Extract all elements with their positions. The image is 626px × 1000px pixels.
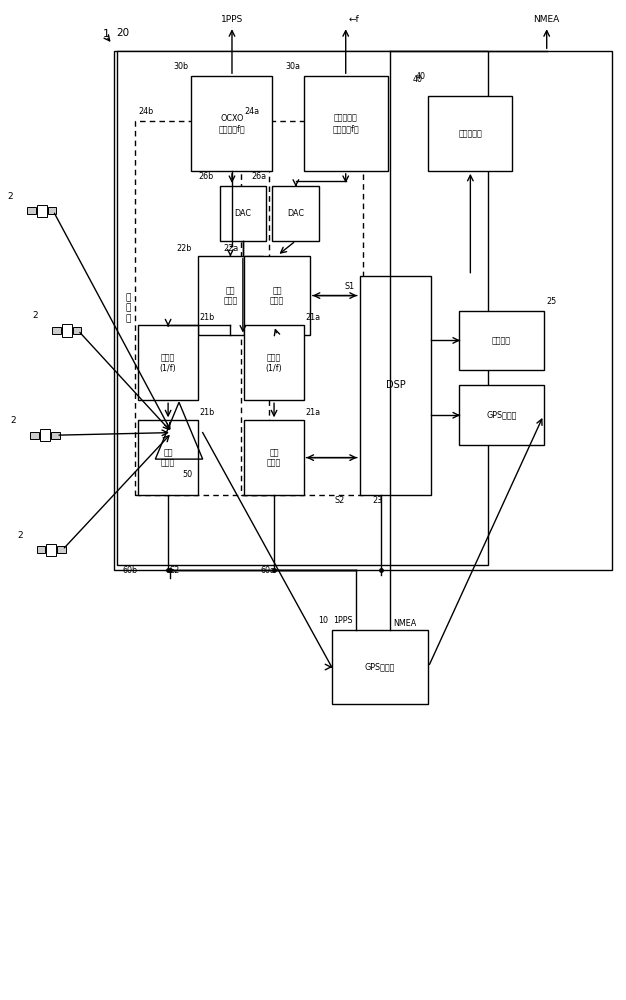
Text: GPS控制部: GPS控制部	[486, 411, 516, 420]
Text: 21b: 21b	[200, 313, 215, 322]
Text: 10: 10	[319, 616, 329, 625]
Bar	[62, 324, 72, 337]
Text: DAC: DAC	[234, 209, 252, 218]
Text: 21a: 21a	[305, 408, 321, 417]
Bar	[220, 186, 266, 241]
Bar	[360, 276, 431, 495]
Bar	[28, 207, 36, 214]
Text: NMEA: NMEA	[533, 15, 560, 24]
Text: 23: 23	[372, 496, 382, 505]
Text: GPS接收器: GPS接收器	[365, 663, 395, 672]
Text: 30b: 30b	[173, 62, 188, 71]
Text: 30a: 30a	[285, 62, 300, 71]
Bar	[73, 327, 81, 334]
Text: 25: 25	[546, 297, 557, 306]
Bar	[138, 420, 198, 495]
Bar	[48, 207, 56, 214]
Text: 2: 2	[33, 312, 38, 320]
Text: 24a: 24a	[244, 107, 260, 116]
Bar	[242, 121, 363, 495]
Text: 相位
比较器: 相位 比较器	[267, 448, 281, 467]
Bar	[272, 186, 319, 241]
Text: 原子振荡器
（频率：f）: 原子振荡器 （频率：f）	[332, 114, 359, 133]
Bar	[58, 546, 66, 553]
Text: 环路
滤波器: 环路 滤波器	[270, 286, 284, 305]
Bar	[116, 51, 488, 565]
Text: OCXO
（频率：f）: OCXO （频率：f）	[218, 114, 245, 133]
Text: 40: 40	[413, 75, 423, 84]
Text: S2: S2	[170, 566, 180, 575]
Bar	[244, 256, 310, 335]
Text: 2: 2	[17, 531, 23, 540]
Bar	[40, 429, 50, 441]
Bar	[31, 432, 39, 439]
Bar	[37, 205, 47, 217]
Bar	[135, 121, 269, 495]
Text: 分频器
(1/f): 分频器 (1/f)	[160, 353, 177, 373]
Text: 1: 1	[102, 29, 110, 39]
Text: 26b: 26b	[198, 172, 213, 181]
Bar	[459, 311, 543, 370]
Bar	[37, 546, 45, 553]
Text: 1PPS: 1PPS	[221, 15, 243, 24]
Text: 2: 2	[8, 192, 13, 201]
Bar	[52, 327, 61, 334]
Text: 22b: 22b	[176, 244, 192, 253]
Text: 22a: 22a	[223, 244, 239, 253]
Bar	[192, 76, 272, 171]
Text: 2: 2	[11, 416, 16, 425]
Text: 24b: 24b	[138, 107, 154, 116]
Bar	[113, 51, 612, 570]
Bar	[244, 420, 304, 495]
Bar	[51, 432, 59, 439]
Text: 位置信息: 位置信息	[492, 336, 511, 345]
Text: 环路
滤波器: 环路 滤波器	[223, 286, 237, 305]
Text: 21b: 21b	[200, 408, 215, 417]
Bar	[332, 630, 428, 704]
Text: S2: S2	[335, 496, 345, 505]
Text: 60a: 60a	[260, 566, 275, 575]
Text: 1PPS: 1PPS	[333, 616, 352, 625]
Text: 40: 40	[416, 72, 426, 81]
Text: ←f: ←f	[349, 15, 359, 24]
Text: 50: 50	[182, 470, 192, 479]
Text: 60b: 60b	[123, 566, 138, 575]
Text: DSP: DSP	[386, 380, 406, 390]
Text: 20: 20	[116, 28, 130, 38]
Bar	[198, 256, 263, 335]
Text: 分频器
(1/f): 分频器 (1/f)	[265, 353, 282, 373]
Text: 温度传感器: 温度传感器	[458, 129, 482, 138]
Text: 26a: 26a	[251, 172, 266, 181]
Bar	[138, 325, 198, 400]
Text: NMEA: NMEA	[393, 619, 416, 628]
Bar	[304, 76, 387, 171]
Text: 21a: 21a	[305, 313, 321, 322]
Text: DAC: DAC	[287, 209, 304, 218]
Text: S1: S1	[344, 282, 354, 291]
Bar	[428, 96, 513, 171]
Bar	[46, 544, 56, 556]
Text: 相位
比较器: 相位 比较器	[161, 448, 175, 467]
Bar	[244, 325, 304, 400]
Bar	[459, 385, 543, 445]
Text: 处
理
部: 处 理 部	[125, 293, 131, 323]
